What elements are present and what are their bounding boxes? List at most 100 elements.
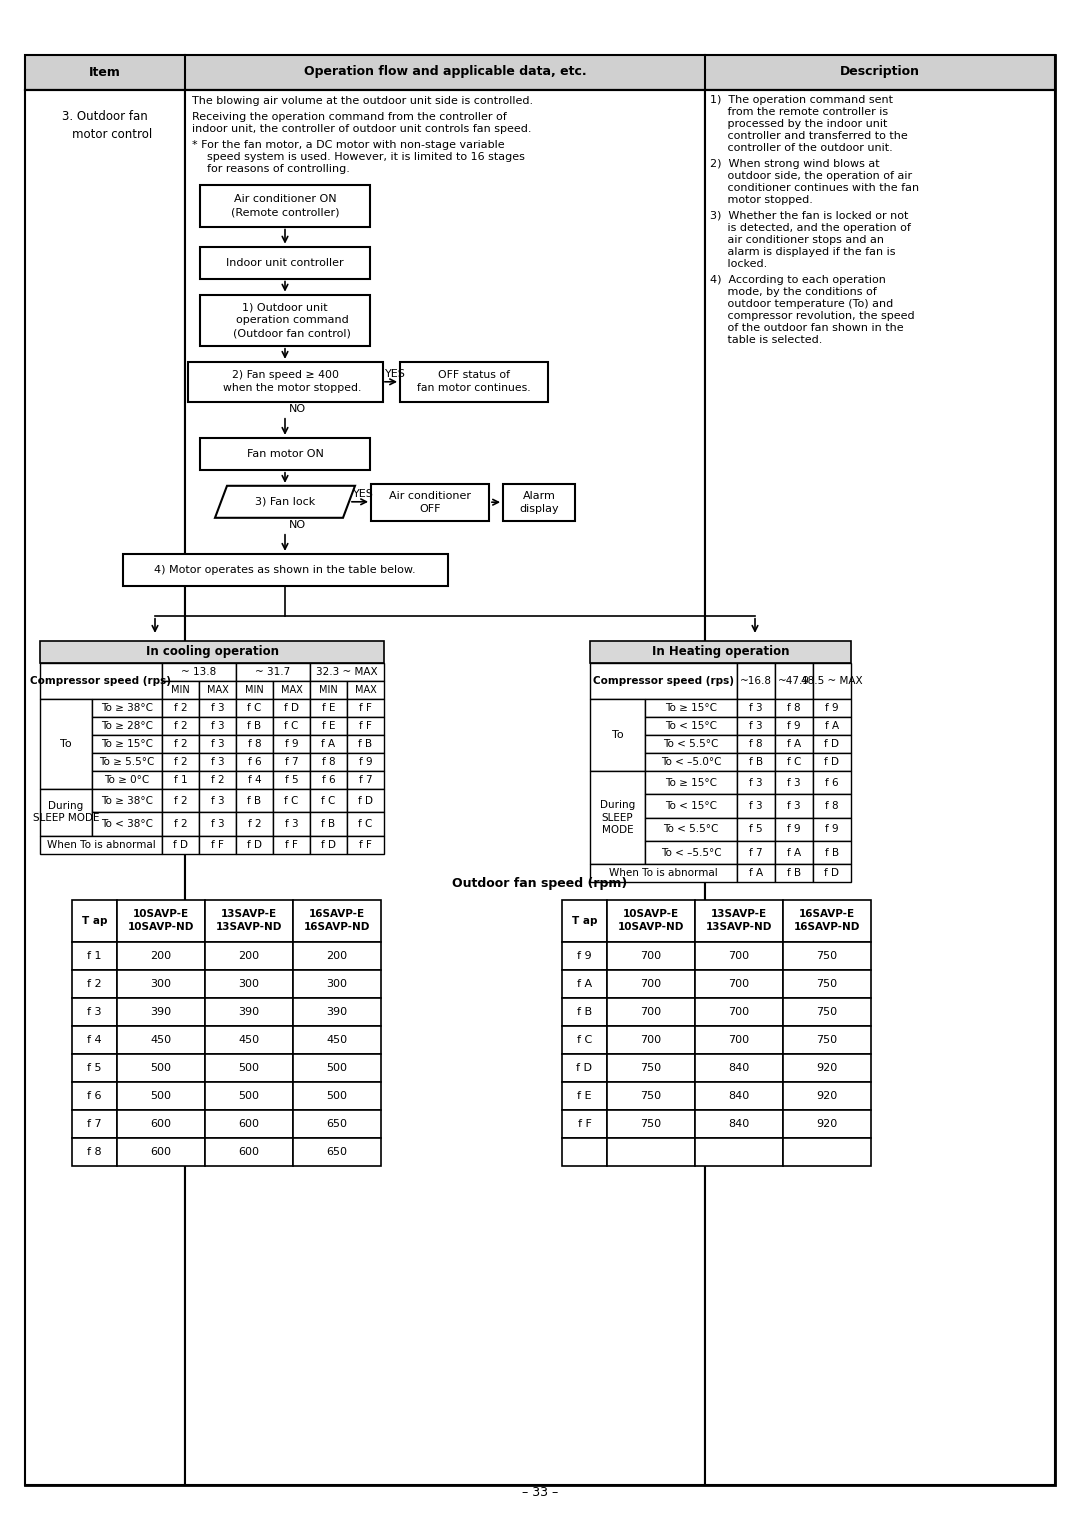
Text: motor stopped.: motor stopped.: [710, 195, 813, 204]
Text: 2)  When strong wind blows at: 2) When strong wind blows at: [710, 159, 879, 169]
Text: f 6: f 6: [247, 756, 261, 767]
Text: f 2: f 2: [174, 721, 187, 730]
Text: f 3: f 3: [285, 819, 298, 830]
Text: 13SAVP-E
13SAVP-ND: 13SAVP-E 13SAVP-ND: [216, 909, 282, 932]
Text: 1) Outdoor unit
    operation command
    (Outdoor fan control): 1) Outdoor unit operation command (Outdo…: [219, 302, 351, 339]
Text: To < 38°C: To < 38°C: [102, 819, 153, 830]
Text: 16SAVP-E
16SAVP-ND: 16SAVP-E 16SAVP-ND: [794, 909, 860, 932]
Bar: [117, 900, 205, 941]
Bar: [293, 1081, 381, 1110]
Text: f 2: f 2: [211, 775, 225, 785]
Bar: [562, 1054, 607, 1081]
Text: Operation flow and applicable data, etc.: Operation flow and applicable data, etc.: [303, 66, 586, 78]
Bar: [562, 997, 607, 1026]
Text: compressor revolution, the speed: compressor revolution, the speed: [710, 311, 915, 320]
Bar: [72, 941, 117, 970]
Text: To < 15°C: To < 15°C: [665, 721, 717, 730]
Bar: [199, 770, 237, 788]
Bar: [92, 813, 162, 836]
Bar: [503, 483, 575, 520]
Bar: [117, 1026, 205, 1054]
Bar: [775, 865, 813, 883]
Bar: [310, 663, 384, 680]
Text: 32.3 ~ MAX: 32.3 ~ MAX: [316, 666, 378, 677]
Text: conditioner continues with the fan: conditioner continues with the fan: [710, 183, 919, 194]
Bar: [645, 795, 737, 817]
Text: f D: f D: [173, 840, 188, 849]
Text: f C: f C: [247, 703, 261, 712]
Text: 2) Fan speed ≥ 400
    when the motor stopped.: 2) Fan speed ≥ 400 when the motor stoppe…: [208, 371, 361, 393]
Bar: [783, 1138, 870, 1165]
Bar: [813, 753, 851, 770]
Bar: [607, 970, 696, 997]
Text: 390: 390: [239, 1006, 259, 1017]
Text: 300: 300: [150, 979, 172, 988]
Text: To ≥ 15°C: To ≥ 15°C: [102, 738, 153, 749]
Bar: [347, 836, 384, 854]
Text: T ap: T ap: [82, 915, 107, 926]
Text: Item: Item: [89, 66, 121, 78]
Text: f 7: f 7: [359, 775, 373, 785]
Text: f 3: f 3: [87, 1006, 102, 1017]
Bar: [347, 698, 384, 717]
Text: f F: f F: [578, 1119, 592, 1128]
Bar: [205, 1138, 293, 1165]
Text: MIN: MIN: [319, 685, 338, 695]
Bar: [737, 698, 775, 717]
Bar: [205, 1081, 293, 1110]
Bar: [696, 1026, 783, 1054]
Text: for reasons of controlling.: for reasons of controlling.: [200, 165, 350, 174]
Text: f 3: f 3: [211, 796, 225, 805]
Bar: [162, 698, 199, 717]
Text: f E: f E: [322, 703, 335, 712]
Bar: [645, 735, 737, 753]
Text: Air conditioner
OFF: Air conditioner OFF: [389, 491, 471, 514]
Bar: [273, 717, 310, 735]
Text: 16SAVP-E
16SAVP-ND: 16SAVP-E 16SAVP-ND: [303, 909, 370, 932]
Bar: [607, 1054, 696, 1081]
Text: f 2: f 2: [174, 756, 187, 767]
Text: Outdoor fan speed (rpm): Outdoor fan speed (rpm): [453, 877, 627, 891]
Bar: [293, 1110, 381, 1138]
Bar: [737, 717, 775, 735]
Text: f 6: f 6: [322, 775, 335, 785]
Text: To < 5.5°C: To < 5.5°C: [663, 738, 718, 749]
Text: 4)  According to each operation: 4) According to each operation: [710, 274, 886, 285]
Bar: [273, 770, 310, 788]
Bar: [645, 753, 737, 770]
Bar: [188, 361, 383, 401]
Bar: [72, 1110, 117, 1138]
Text: f 9: f 9: [787, 721, 800, 730]
Text: f D: f D: [824, 756, 839, 767]
Text: ~ 13.8: ~ 13.8: [181, 666, 217, 677]
Bar: [40, 698, 92, 788]
Bar: [293, 941, 381, 970]
Text: f 2: f 2: [174, 703, 187, 712]
Text: During
SLEEP
MODE: During SLEEP MODE: [599, 801, 635, 836]
Text: f 9: f 9: [359, 756, 373, 767]
Bar: [737, 865, 775, 883]
Bar: [696, 941, 783, 970]
Text: f B: f B: [577, 1006, 592, 1017]
Text: 4) Motor operates as shown in the table below.: 4) Motor operates as shown in the table …: [154, 564, 416, 575]
Text: To < –5.5°C: To < –5.5°C: [661, 848, 721, 857]
Bar: [607, 941, 696, 970]
Text: f B: f B: [825, 848, 839, 857]
Text: f 2: f 2: [174, 819, 187, 830]
Text: To < –5.0°C: To < –5.0°C: [661, 756, 721, 767]
Bar: [92, 770, 162, 788]
Bar: [237, 788, 273, 813]
Text: processed by the indoor unit: processed by the indoor unit: [710, 119, 888, 130]
Text: f F: f F: [359, 721, 372, 730]
Text: MAX: MAX: [206, 685, 228, 695]
Text: f 1: f 1: [87, 950, 102, 961]
Text: In cooling operation: In cooling operation: [146, 645, 279, 659]
Text: 650: 650: [326, 1147, 348, 1156]
Bar: [117, 1110, 205, 1138]
Text: 500: 500: [150, 1090, 172, 1101]
Text: 650: 650: [326, 1119, 348, 1128]
Bar: [562, 1081, 607, 1110]
Text: f 8: f 8: [322, 756, 335, 767]
Bar: [783, 997, 870, 1026]
Text: 750: 750: [640, 1063, 662, 1072]
